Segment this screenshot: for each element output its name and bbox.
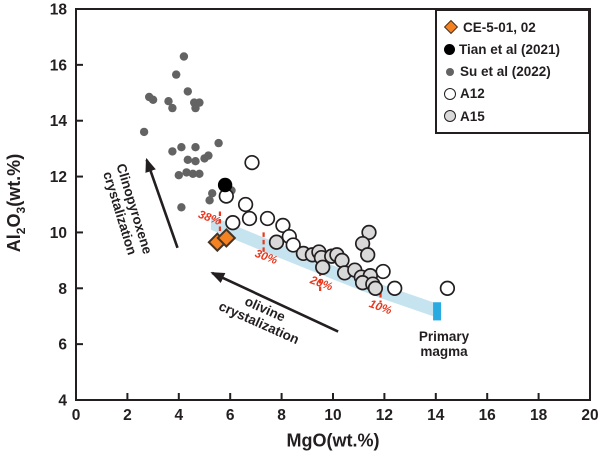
- x-tick-label: 16: [479, 407, 497, 424]
- legend-label: Tian et al (2021): [459, 41, 561, 57]
- y-axis-title-part: (wt.%): [4, 153, 25, 207]
- a12-point: [439, 280, 456, 296]
- legend-label: A15: [460, 108, 485, 124]
- su-point: [174, 171, 183, 180]
- su-point: [205, 196, 214, 205]
- x-tick-label: 20: [581, 407, 598, 424]
- su-point: [168, 103, 177, 113]
- legend-item-su: Su et al (2022): [444, 62, 582, 82]
- a12-point: [241, 210, 258, 227]
- a15-point: [360, 247, 376, 263]
- a15-point: [268, 234, 285, 250]
- legend-item-tian: Tian et al (2021): [444, 39, 582, 59]
- a15-point: [334, 252, 350, 269]
- x-axis-title: MgO(wt.%): [286, 430, 380, 451]
- primary-magma-label-line1: Primary: [418, 328, 470, 344]
- black-circle-icon: [444, 43, 455, 55]
- y-tick-label: 6: [58, 337, 67, 354]
- su-point: [204, 151, 213, 160]
- su-point: [183, 155, 192, 164]
- su-point: [168, 147, 177, 156]
- primary-magma-label: Primary magma: [419, 329, 469, 359]
- y-tick-label: 12: [50, 169, 67, 186]
- x-tick-label: 18: [530, 407, 548, 424]
- a15-point: [315, 259, 331, 275]
- a12-point: [259, 210, 276, 227]
- a12-point: [375, 263, 391, 280]
- x-tick-label: 10: [324, 407, 341, 424]
- fractionation-label: 38%: [197, 209, 223, 228]
- y-axis-title-part: O: [4, 213, 25, 228]
- x-tick-label: 12: [376, 407, 393, 424]
- crystallization-arrows: [145, 157, 339, 333]
- x-tick-label: 6: [226, 407, 235, 424]
- a12-point: [285, 237, 301, 253]
- y-tick-label: 8: [58, 281, 67, 298]
- a12-point: [275, 217, 291, 234]
- su-point: [208, 189, 217, 198]
- su-point: [191, 103, 200, 113]
- y-axis-title: Al2O3(wt.%): [4, 154, 28, 252]
- x-tick-label: 4: [174, 407, 183, 424]
- y-axis-title-sub: 2: [13, 227, 28, 235]
- su-point: [214, 138, 223, 148]
- ce5-diamonds: [207, 228, 237, 253]
- su-point: [191, 157, 200, 166]
- y-tick-label: 18: [50, 2, 68, 19]
- su-point: [139, 127, 149, 137]
- axes-frame: 0 2 4 6 8 10 12 14 16 18 20 4 6 8 10 12 14 16 18: [50, 2, 599, 425]
- su-point: [177, 203, 186, 212]
- clinopyroxene-arrow: [145, 157, 179, 249]
- su-point: [183, 87, 192, 96]
- y-axis-title-part: Al: [4, 234, 25, 253]
- gray-dot-icon: [446, 67, 454, 76]
- open-circle-icon: [444, 87, 456, 100]
- su-point: [177, 143, 186, 152]
- legend-label: CE-5-01, 02: [463, 19, 536, 35]
- su-point: [188, 169, 198, 178]
- y-tick-label: 14: [50, 113, 68, 130]
- su-point: [182, 168, 191, 177]
- su-point: [172, 70, 181, 79]
- y-tick-label: 16: [50, 57, 68, 74]
- x-tick-label: 0: [72, 407, 81, 424]
- a12-point: [244, 154, 260, 171]
- olivine-arrow: [210, 271, 339, 333]
- y-tick-label: 10: [50, 225, 67, 242]
- legend: CE-5-01, 02 Tian et al (2021) Su et al (…: [435, 9, 590, 134]
- a15-point: [367, 280, 384, 296]
- orange-diamond-icon: [443, 19, 459, 35]
- a12-point: [237, 196, 254, 213]
- su-point: [191, 143, 200, 152]
- a12-points: [218, 154, 456, 296]
- x-tick-label: 2: [123, 407, 132, 424]
- legend-item-ce5: CE-5-01, 02: [443, 17, 582, 37]
- legend-item-a15: A15: [444, 106, 582, 126]
- legend-item-a12: A12: [444, 84, 582, 104]
- a12-point: [387, 280, 403, 296]
- legend-label: Su et al (2022): [460, 64, 551, 79]
- su-points: [139, 52, 236, 212]
- su-point: [164, 97, 173, 106]
- a15-points: [268, 224, 384, 296]
- tian-points: [217, 177, 233, 193]
- x-tick-label: 14: [427, 407, 445, 424]
- su-point: [179, 52, 189, 61]
- x-tick-label: 8: [277, 407, 286, 424]
- su-point: [195, 169, 204, 178]
- tian-point: [217, 177, 233, 193]
- a12-point: [225, 215, 241, 231]
- ce5-diamond: [216, 228, 237, 248]
- primary-magma-bar: [433, 302, 442, 321]
- legend-label: A12: [460, 86, 485, 102]
- primary-magma-label-line2: magma: [420, 344, 468, 359]
- a15-point: [361, 224, 377, 241]
- y-tick-label: 4: [58, 393, 67, 410]
- gray-circle-icon: [444, 110, 456, 122]
- su-point: [148, 95, 158, 105]
- y-axis-title-sub: 3: [13, 206, 28, 214]
